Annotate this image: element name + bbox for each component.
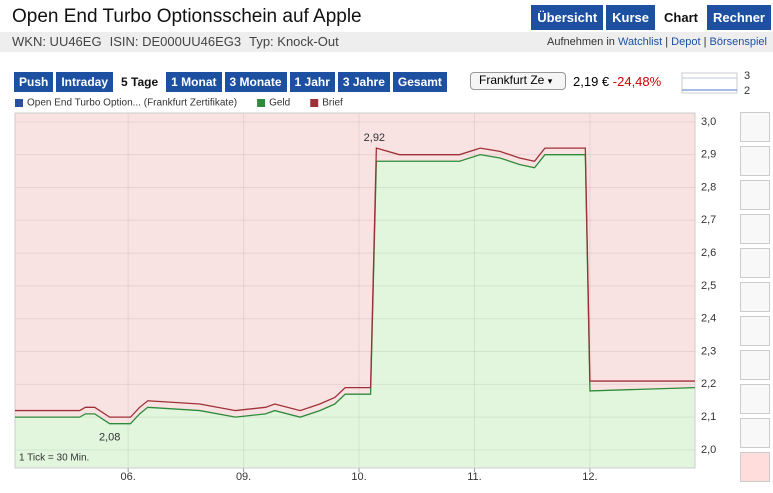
- tool-button[interactable]: [740, 180, 770, 210]
- nav-button[interactable]: Kurse: [606, 5, 656, 30]
- mini-label: 2: [744, 85, 750, 97]
- tool-button[interactable]: [740, 146, 770, 176]
- y-tick-label: 2,2: [701, 378, 716, 390]
- range-button[interactable]: 3 Monate: [224, 72, 287, 92]
- page-title: Open End Turbo Optionsschein auf Apple: [12, 6, 362, 27]
- info-item: WKN: UU46EG: [12, 34, 102, 49]
- tool-button[interactable]: [740, 452, 770, 482]
- x-tick-label: 11.: [467, 471, 481, 483]
- exchange: Frankfurt Ze: [479, 73, 545, 87]
- tool-button[interactable]: [740, 248, 770, 278]
- range-button[interactable]: 1 Jahr: [289, 72, 335, 92]
- nav-button[interactable]: Übersicht: [531, 5, 604, 30]
- info: WKN: UU46EG ISIN: DE000UU46EG3 Typ: Knock-…: [12, 34, 347, 49]
- y-tick-label: 2,3: [701, 345, 716, 357]
- note: 1 Tick = 30 Min.: [19, 453, 89, 464]
- legend-label: Geld: [269, 98, 290, 109]
- area: [15, 154, 695, 468]
- range-button[interactable]: 5 Tage: [116, 72, 164, 92]
- nav: Übersicht Kurse Chart Rechner: [531, 5, 771, 30]
- actions: Aufnehmen in Watchlist | Depot | Börsens…: [547, 36, 767, 48]
- legend-swatch: [310, 99, 319, 107]
- tool-button[interactable]: [740, 112, 770, 142]
- info-bar: WKN: UU46EG ISIN: DE000UU46EG3 Typ: Knock-…: [0, 32, 773, 52]
- info-item: Typ: Knock-Out: [249, 34, 339, 49]
- range-button[interactable]: Gesamt: [392, 72, 447, 92]
- y-tick-label: 2,6: [701, 247, 716, 259]
- legend-label: Brief: [322, 98, 343, 109]
- series-line: [15, 154, 696, 425]
- action-link[interactable]: Depot: [671, 36, 701, 48]
- range-button[interactable]: 1 Monat: [166, 72, 222, 92]
- y-tick-label: 2,8: [701, 181, 716, 193]
- y-tick-label: 3,0: [701, 116, 716, 128]
- action-link[interactable]: Börsenspiel: [709, 36, 767, 48]
- y-tick-label: 2,0: [701, 444, 716, 456]
- mini-chart: 3 2: [681, 70, 750, 97]
- y-tick-label: 2,7: [701, 214, 716, 226]
- nav-button[interactable]: Rechner: [706, 5, 771, 30]
- ranges: Push Intraday 5 Tage 1 Monat 3 Monate 1 Jahr 3…: [14, 72, 447, 92]
- y-tick-label: 2,1: [701, 411, 716, 423]
- annotation: 2,08: [99, 432, 120, 444]
- tool-button[interactable]: [740, 316, 770, 346]
- series-line: [15, 147, 695, 418]
- chart: 2,0 2,1 2,2 2,3 2,4 2,5 2,6 2,7 2,8 2,9 3,0 06. 09. 1…: [14, 98, 716, 483]
- x-tick-label: 12.: [582, 471, 597, 483]
- price: 2,19 € -24,48%: [573, 74, 661, 89]
- annotation: 2,92: [364, 132, 385, 144]
- y-tick-label: 2,5: [701, 280, 716, 292]
- legend-swatch: [257, 99, 266, 107]
- x-tick-label: 10.: [351, 471, 366, 483]
- range-button[interactable]: 3 Jahre: [337, 72, 390, 92]
- action-link[interactable]: Watchlist: [617, 36, 663, 48]
- tool-button[interactable]: [740, 282, 770, 312]
- legend-swatch: [15, 99, 23, 107]
- info-item: ISIN: DE000UU46EG3: [109, 34, 242, 49]
- plot-frame: [14, 112, 696, 469]
- range-button[interactable]: Intraday: [56, 72, 114, 92]
- tool-button[interactable]: [740, 384, 770, 414]
- tool-button[interactable]: [740, 418, 770, 448]
- tool-button[interactable]: [740, 214, 770, 244]
- mini-label: 3: [744, 70, 750, 82]
- x-tick-label: 09.: [236, 471, 251, 483]
- nav-button[interactable]: Chart: [658, 5, 704, 30]
- y-tick-label: 2,4: [701, 313, 716, 325]
- legend-label: Open End Turbo Option... (Frankfurt Zert…: [27, 98, 237, 109]
- toolbar: [740, 112, 773, 486]
- price-value: 2,19 €: [573, 74, 610, 89]
- range-button[interactable]: Push: [14, 72, 54, 92]
- y-tick-label: 2,9: [701, 149, 716, 161]
- exchange-select[interactable]: Frankfurt Ze ▾: [470, 72, 566, 90]
- x-tick-label: 06.: [120, 471, 135, 483]
- price-change: -24,48%: [612, 74, 662, 89]
- tool-button[interactable]: [740, 350, 770, 380]
- actions-prefix: Aufnehmen in: [547, 36, 615, 48]
